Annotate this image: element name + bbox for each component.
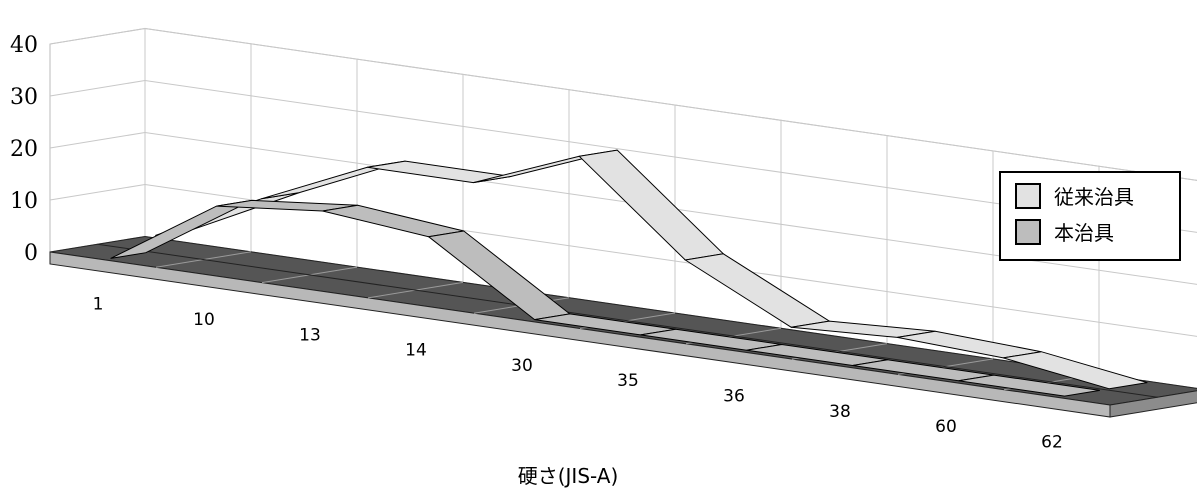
- y-tick-label: 30: [10, 85, 38, 110]
- x-tick-label: 13: [299, 325, 321, 345]
- x-tick-label: 60: [935, 417, 957, 437]
- floor-divider: [97, 243, 1158, 398]
- y-tick-label: 40: [10, 33, 38, 58]
- series-2-segment-9: [958, 374, 1100, 397]
- y-tick-label: 0: [24, 241, 38, 266]
- x-axis-ticks: 1 10 13 14 30 35 36 38 60 62: [93, 295, 1063, 453]
- x-tick-label: 30: [511, 356, 533, 376]
- x-tick-label: 35: [617, 371, 639, 391]
- legend-swatch-2: [1015, 219, 1041, 245]
- y-axis-ticks: 0 10 20 30 40: [10, 33, 38, 266]
- x-tick-label: 10: [193, 310, 215, 330]
- x-axis-label: 硬さ(JIS-A): [518, 464, 619, 488]
- y-tick-label: 20: [10, 137, 38, 162]
- x-tick-label: 62: [1041, 432, 1063, 452]
- x-tick-label: 14: [405, 341, 427, 361]
- y-tick-label: 10: [10, 189, 38, 214]
- legend-swatch-1: [1015, 183, 1041, 209]
- x-tick-label: 38: [829, 402, 851, 422]
- floor-side: [1109, 390, 1197, 418]
- series-1-ribbon: [155, 149, 1148, 390]
- x-tick-label: 1: [93, 295, 104, 315]
- series-1-segment-9: [1003, 351, 1148, 390]
- series-2-ribbon: [110, 199, 1100, 397]
- x-tick-label: 36: [723, 386, 745, 406]
- legend-label-2: 本治具: [1054, 221, 1114, 245]
- legend-label-1: 従来治具: [1054, 185, 1134, 209]
